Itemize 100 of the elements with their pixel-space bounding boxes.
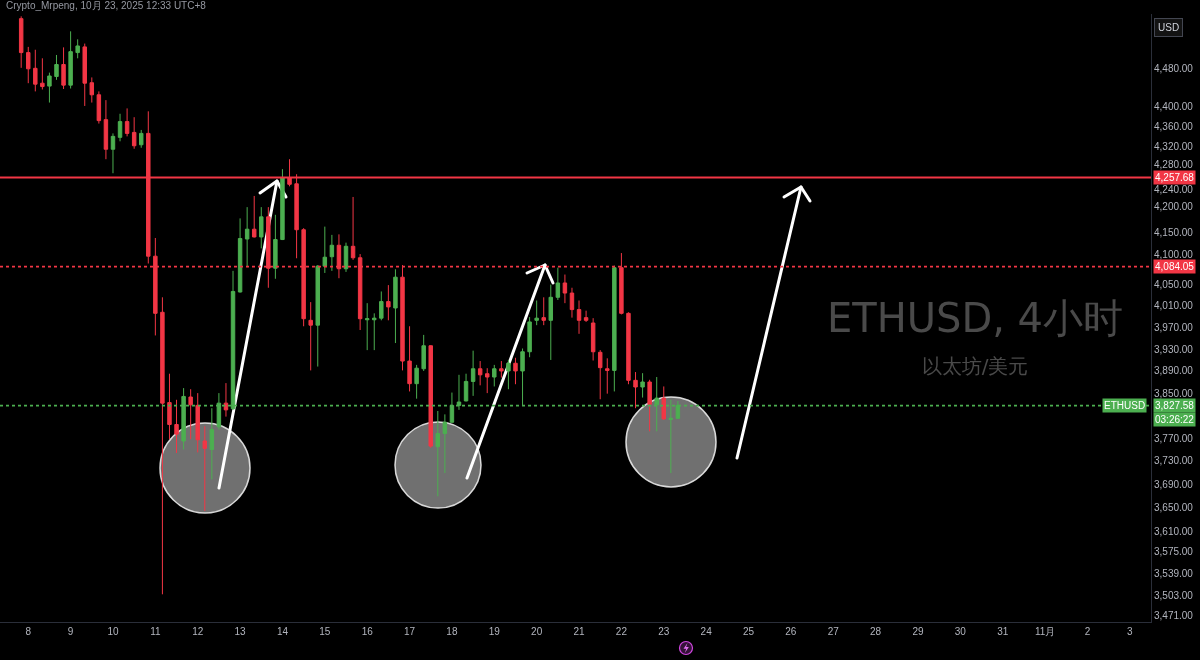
candlestick	[633, 371, 638, 409]
candlestick	[569, 287, 575, 319]
candlestick	[174, 399, 179, 454]
candlestick	[75, 38, 80, 59]
y-tick-label: 4,010.00	[1154, 300, 1194, 312]
annotation: 03:26:22	[1155, 414, 1195, 425]
candlestick	[280, 168, 285, 241]
candlestick	[379, 290, 384, 321]
candlestick	[442, 413, 448, 474]
y-tick-label: 4,480.00	[1154, 62, 1194, 74]
y-tick-label: 4,150.00	[1154, 226, 1194, 238]
candlestick	[372, 312, 377, 351]
candlestick	[513, 357, 518, 385]
text: ETHUSD, 4小时	[826, 293, 1124, 343]
x-tick-label: 8	[25, 626, 32, 637]
x-tick-label: 13	[234, 626, 247, 637]
candlestick	[202, 425, 208, 512]
x-tick-label: 16	[361, 626, 374, 637]
y-tick-label: 3,650.00	[1154, 501, 1194, 513]
y-tick-label: 4,400.00	[1154, 101, 1194, 113]
candlestick	[26, 46, 31, 84]
candlestick	[407, 325, 412, 392]
y-tick-label: 4,280.00	[1154, 159, 1194, 170]
candlestick	[527, 316, 532, 358]
candlestick	[18, 15, 24, 69]
candlestick	[576, 300, 582, 335]
candlestick	[590, 317, 596, 362]
x-tick-label: 11	[150, 626, 161, 637]
candlestick	[499, 360, 504, 379]
x-tick-label: 9	[67, 626, 74, 637]
y-tick-label: 4,100.00	[1154, 249, 1194, 260]
candlestick	[393, 268, 398, 344]
candlestick	[583, 310, 589, 323]
y-tick-label: 3,770.00	[1154, 432, 1194, 444]
candlestick	[562, 274, 568, 304]
x-tick-label: 15	[319, 626, 331, 637]
x-tick-label: 10	[107, 626, 119, 637]
candlestick	[421, 334, 426, 372]
candlestick	[110, 132, 116, 174]
candlestick	[54, 54, 59, 81]
x-tick-label: 3	[1127, 626, 1134, 637]
x-tick-label: 22	[615, 626, 628, 637]
x-tick-label: 11月	[1034, 626, 1056, 637]
candlestick	[534, 300, 539, 326]
candlestick	[68, 30, 73, 89]
text: Crypto_Mrpeng, 10月 23, 2025 12:33 UTC+8	[6, 0, 207, 11]
candlestick	[548, 284, 554, 361]
x-tick-label: 21	[573, 626, 586, 637]
y-tick-label: 3,890.00	[1154, 365, 1194, 377]
y-tick-label: 3,690.00	[1154, 478, 1194, 490]
x-tick-label: 24	[700, 626, 713, 637]
candlestick	[506, 359, 511, 390]
candlestick	[350, 196, 356, 261]
text: USD	[1158, 22, 1180, 33]
y-tick-label: 3,850.00	[1154, 387, 1194, 399]
candlestick	[139, 129, 144, 149]
x-tick-label: 19	[488, 626, 501, 637]
candlestick	[343, 242, 349, 273]
x-tick-label: 14	[276, 626, 289, 637]
candlestick	[195, 392, 200, 453]
candlestick	[414, 364, 419, 400]
candlestick	[89, 76, 95, 104]
x-tick-label: 18	[446, 626, 458, 637]
x-tick-label: 30	[954, 626, 967, 637]
candlestick	[223, 382, 229, 418]
candlestick	[167, 373, 172, 440]
candlestick	[160, 296, 165, 595]
candlestick	[541, 296, 546, 326]
x-tick-label: 29	[912, 626, 924, 637]
y-tick-label: 3,471.00	[1154, 609, 1194, 621]
candlestick	[477, 360, 483, 386]
candlestick	[61, 46, 66, 90]
y-tick-label: 3,610.00	[1154, 525, 1194, 537]
candlestick	[555, 267, 561, 301]
y-tick-label: 3,970.00	[1154, 321, 1194, 333]
candlestick	[435, 410, 441, 497]
x-tick-label: 20	[531, 626, 543, 637]
candlestick	[117, 113, 123, 142]
candlestick	[661, 385, 666, 421]
x-tick-label: 28	[870, 626, 882, 637]
candlestick	[329, 234, 335, 272]
candlestick	[82, 43, 87, 107]
candlestick	[492, 364, 497, 387]
candlestick	[647, 379, 652, 432]
annotation: ETHUSD	[1104, 400, 1146, 411]
candlestick	[251, 195, 257, 238]
candlestick	[131, 116, 137, 150]
x-tick-label: 31	[997, 626, 1009, 637]
candlestick	[364, 302, 370, 351]
x-tick-label: 23	[658, 626, 670, 637]
candlestick	[47, 72, 52, 104]
y-tick-label: 4,200.00	[1154, 201, 1194, 213]
x-tick-label: 17	[404, 626, 416, 637]
candlestick	[124, 107, 130, 137]
y-tick-label: 3,730.00	[1154, 455, 1194, 467]
candlestick	[386, 284, 391, 321]
x-tick-label: 27	[827, 626, 840, 637]
candlestick	[315, 264, 320, 368]
candlestick	[612, 265, 617, 392]
x-tick-label: 2	[1084, 626, 1091, 637]
